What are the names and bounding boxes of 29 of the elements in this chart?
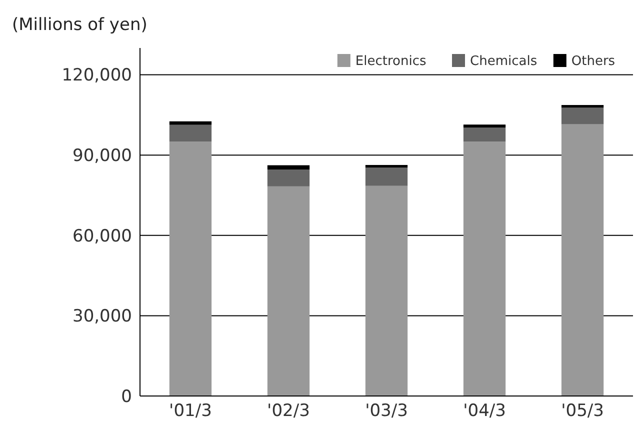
y-tick-label: 60,000 <box>72 226 132 246</box>
bar <box>561 124 604 396</box>
legend-label: Electronics <box>355 54 426 69</box>
x-tick-label: '03/3 <box>365 401 408 421</box>
bar <box>463 142 506 396</box>
y-tick-label: 0 <box>121 386 132 407</box>
bar <box>365 164 408 168</box>
bar <box>365 186 408 396</box>
bar <box>169 121 212 125</box>
x-tick-label: '04/3 <box>463 401 506 421</box>
bar <box>463 128 506 142</box>
bar <box>267 170 310 186</box>
y-axis-title: (Millions of yen) <box>12 15 148 35</box>
x-tick-label: '01/3 <box>169 401 212 421</box>
bar <box>561 105 604 108</box>
bar <box>365 168 408 186</box>
x-tick-label: '05/3 <box>561 401 604 421</box>
y-tick-label: 90,000 <box>72 146 132 166</box>
bar <box>463 124 506 128</box>
bar <box>267 186 310 396</box>
x-tick-label: '02/3 <box>267 401 310 421</box>
bar <box>169 142 212 396</box>
legend-label: Chemicals <box>470 54 538 69</box>
y-tick-label: 120,000 <box>62 66 132 86</box>
bar <box>561 108 604 124</box>
bar <box>169 124 212 142</box>
legend-label: Others <box>571 54 616 69</box>
y-tick-label: 30,000 <box>72 306 132 327</box>
bar <box>267 165 310 170</box>
